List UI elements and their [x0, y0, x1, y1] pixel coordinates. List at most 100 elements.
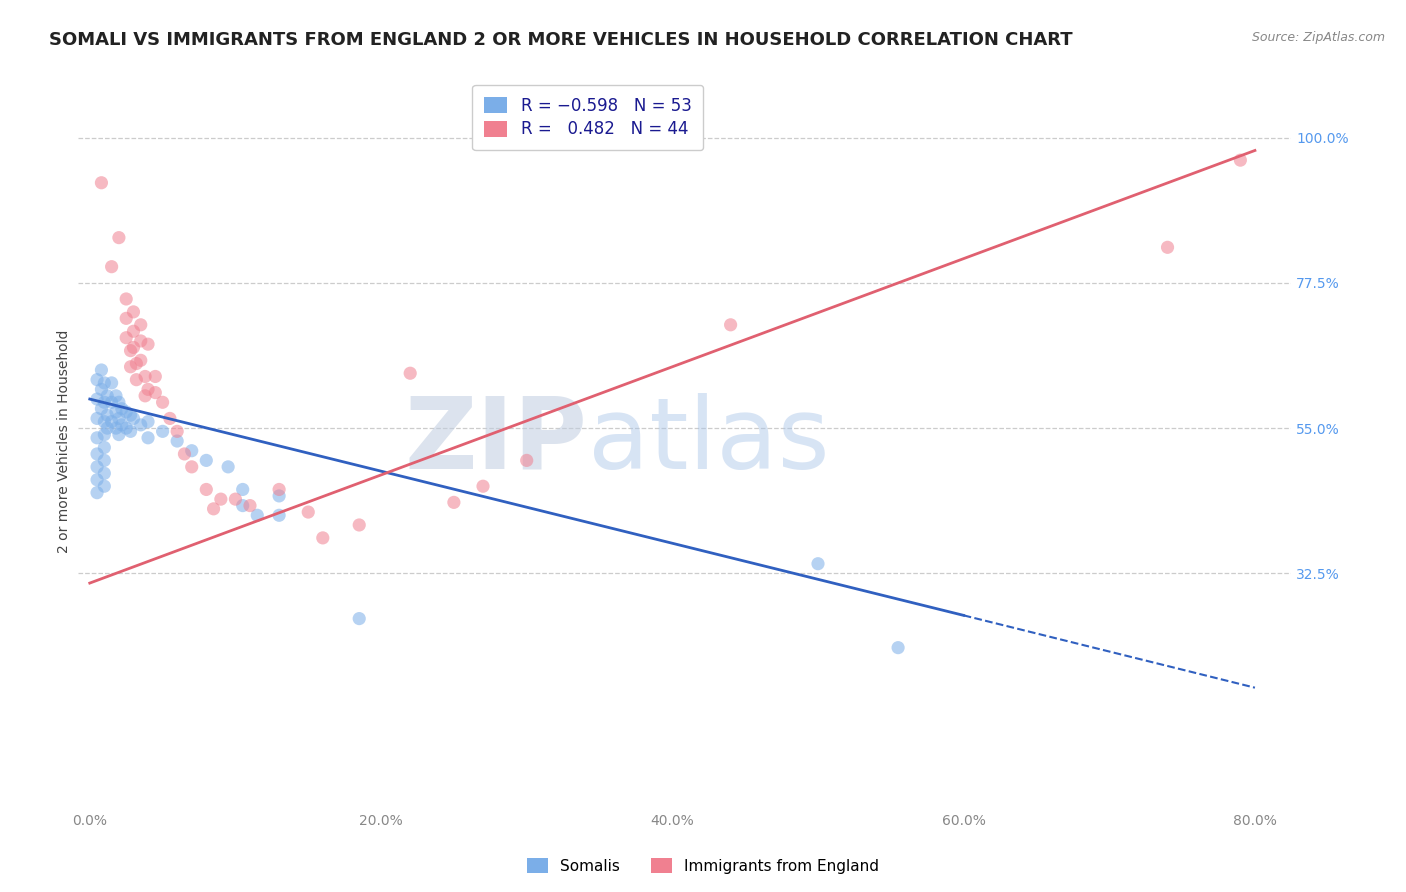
Point [399, 366, 422, 380]
Point [115, 421, 138, 435]
Point [120, 408, 142, 422]
Point [297, 505, 319, 519]
Point [269, 508, 291, 523]
Point [125, 357, 148, 371]
Point [120, 343, 142, 358]
Point [93, 479, 115, 493]
Point [104, 405, 127, 419]
Point [90, 363, 112, 377]
Point [136, 415, 159, 429]
Point [93, 415, 115, 429]
Point [111, 401, 134, 416]
Point [122, 340, 145, 354]
Point [104, 389, 127, 403]
Point [136, 431, 159, 445]
Point [166, 425, 188, 439]
Point [93, 427, 115, 442]
Point [136, 337, 159, 351]
Point [180, 443, 202, 458]
Point [269, 483, 291, 497]
Point [100, 395, 122, 409]
Text: atlas: atlas [588, 392, 830, 490]
Point [108, 411, 131, 425]
Point [96, 408, 118, 422]
Point [159, 411, 181, 425]
Point [173, 447, 195, 461]
Point [96, 389, 118, 403]
Point [93, 441, 115, 455]
Point [152, 395, 174, 409]
Point [115, 405, 138, 419]
Point [125, 373, 148, 387]
Point [90, 401, 112, 416]
Point [120, 425, 142, 439]
Point [86, 459, 108, 474]
Legend: R = −0.598   N = 53, R =   0.482   N = 44: R = −0.598 N = 53, R = 0.482 N = 44 [472, 85, 703, 150]
Point [347, 518, 370, 533]
Point [104, 421, 127, 435]
Point [108, 395, 131, 409]
Point [86, 485, 108, 500]
Point [246, 508, 269, 523]
Point [136, 383, 159, 397]
Point [100, 415, 122, 429]
Point [100, 376, 122, 390]
Point [86, 392, 108, 406]
Point [143, 369, 166, 384]
Point [96, 421, 118, 435]
Point [134, 389, 156, 403]
Point [443, 495, 465, 509]
Point [86, 447, 108, 461]
Point [122, 411, 145, 425]
Point [224, 492, 246, 507]
Point [108, 427, 131, 442]
Point [239, 499, 262, 513]
Point [134, 369, 156, 384]
Point [217, 459, 239, 474]
Point [209, 492, 232, 507]
Point [93, 467, 115, 481]
Point [129, 318, 152, 332]
Point [807, 557, 830, 571]
Point [1156, 240, 1178, 254]
Point [122, 324, 145, 338]
Point [143, 385, 166, 400]
Point [111, 417, 134, 432]
Point [232, 499, 254, 513]
Point [115, 292, 138, 306]
Point [1229, 153, 1251, 168]
Point [100, 260, 122, 274]
Point [115, 331, 138, 345]
Point [180, 459, 202, 474]
Text: SOMALI VS IMMIGRANTS FROM ENGLAND 2 OR MORE VEHICLES IN HOUSEHOLD CORRELATION CH: SOMALI VS IMMIGRANTS FROM ENGLAND 2 OR M… [49, 31, 1073, 49]
Point [166, 434, 188, 448]
Y-axis label: 2 or more Vehicles in Household: 2 or more Vehicles in Household [58, 329, 72, 553]
Point [93, 453, 115, 467]
Point [516, 453, 538, 467]
Point [195, 453, 218, 467]
Point [887, 640, 910, 655]
Point [108, 230, 131, 244]
Point [129, 353, 152, 368]
Point [472, 479, 495, 493]
Point [93, 376, 115, 390]
Point [90, 176, 112, 190]
Point [152, 425, 174, 439]
Point [232, 483, 254, 497]
Point [115, 311, 138, 326]
Text: ZIP: ZIP [405, 392, 588, 490]
Point [129, 334, 152, 348]
Point [86, 431, 108, 445]
Point [195, 483, 218, 497]
Point [129, 417, 152, 432]
Point [202, 501, 225, 516]
Text: Source: ZipAtlas.com: Source: ZipAtlas.com [1251, 31, 1385, 45]
Point [269, 489, 291, 503]
Point [720, 318, 742, 332]
Point [312, 531, 335, 545]
Point [86, 373, 108, 387]
Point [93, 395, 115, 409]
Point [122, 305, 145, 319]
Point [347, 611, 370, 625]
Point [120, 359, 142, 374]
